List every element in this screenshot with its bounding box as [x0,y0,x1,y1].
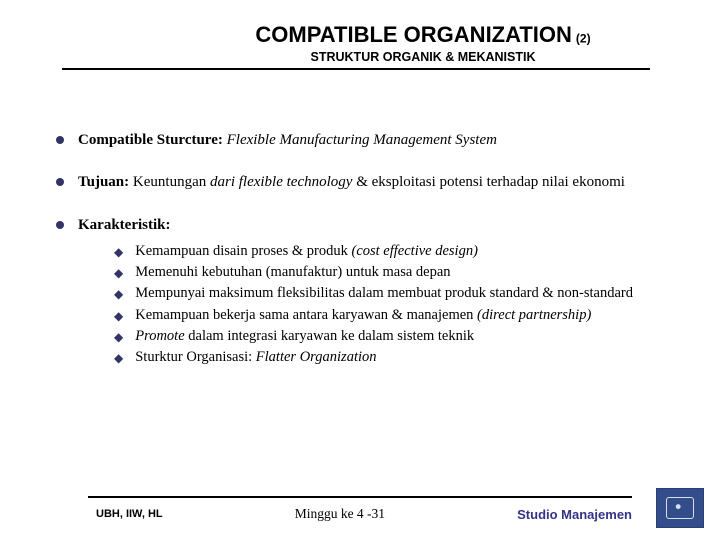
bullet-1: Compatible Sturcture: Flexible Manufactu… [56,130,670,150]
sub-text: Memenuhi kebutuhan (manufaktur) untuk ma… [135,262,670,282]
sub-item: ◆ Mempunyai maksimum fleksibilitas dalam… [114,283,670,303]
footer: UBH, IIW, HL Minggu ke 4 -31 Studio Mana… [0,496,720,522]
sub-italic-lead: Promote [135,328,184,344]
bullet-icon [56,136,64,144]
bullet-3-lead: Karakteristik: [78,217,170,233]
slide: COMPATIBLE ORGANIZATION (2) STRUKTUR ORG… [0,0,720,540]
logo-icon [656,488,704,528]
arrow-icon: ◆ [114,308,123,325]
title-suffix: (2) [576,31,591,45]
bullet-2-it: dari flexible technology [210,174,352,190]
sub-item: ◆ Kemampuan bekerja sama antara karyawan… [114,305,670,325]
footer-rule [88,496,632,498]
sub-list: ◆ Kemampuan disain proses & produk (cost… [78,241,670,368]
sub-item: ◆ Kemampuan disain proses & produk (cost… [114,241,670,261]
sub-text: dalam integrasi karyawan ke dalam sistem… [185,328,475,344]
sub-text: Sturktur Organisasi: [135,349,256,365]
slide-title: COMPATIBLE ORGANIZATION (2) [196,22,650,48]
arrow-icon: ◆ [114,244,123,261]
slide-subtitle: STRUKTUR ORGANIK & MEKANISTIK [196,50,650,64]
bullet-3: Karakteristik: ◆ Kemampuan disain proses… [56,215,670,369]
arrow-icon: ◆ [114,329,123,346]
bullet-2: Tujuan: Keuntungan dari flexible technol… [56,172,670,192]
sub-italic: (cost effective design) [352,243,478,259]
sub-italic: (direct partnership) [477,307,591,323]
arrow-icon: ◆ [114,265,123,282]
footer-row: UBH, IIW, HL Minggu ke 4 -31 Studio Mana… [56,506,692,522]
bullet-2-lead: Tujuan: [78,174,129,190]
sub-text: Kemampuan disain proses & produk [135,243,351,259]
footer-left: UBH, IIW, HL [96,508,163,520]
sub-italic: Flatter Organization [256,349,377,365]
sub-text: Mempunyai maksimum fleksibilitas dalam m… [135,283,670,303]
arrow-icon: ◆ [114,286,123,303]
header: COMPATIBLE ORGANIZATION (2) STRUKTUR ORG… [196,22,650,64]
bullet-icon [56,221,64,229]
bullet-icon [56,178,64,186]
bullet-2-p2: & eksploitasi potensi terhadap nilai eko… [352,174,624,190]
bullet-1-rest: Flexible Manufacturing Management System [227,132,497,148]
sub-text: Kemampuan bekerja sama antara karyawan &… [135,307,477,323]
sub-item: ◆ Sturktur Organisasi: Flatter Organizat… [114,347,670,367]
bullet-1-lead: Compatible Sturcture: [78,132,223,148]
header-rule [62,68,650,70]
sub-item: ◆ Memenuhi kebutuhan (manufaktur) untuk … [114,262,670,282]
title-main: COMPATIBLE ORGANIZATION [255,22,572,47]
bullet-2-p1: Keuntungan [133,174,210,190]
sub-item: ◆ Promote dalam integrasi karyawan ke da… [114,326,670,346]
footer-right: Studio Manajemen [517,507,632,522]
footer-center: Minggu ke 4 -31 [295,506,385,522]
arrow-icon: ◆ [114,350,123,367]
content: Compatible Sturcture: Flexible Manufactu… [56,130,690,369]
